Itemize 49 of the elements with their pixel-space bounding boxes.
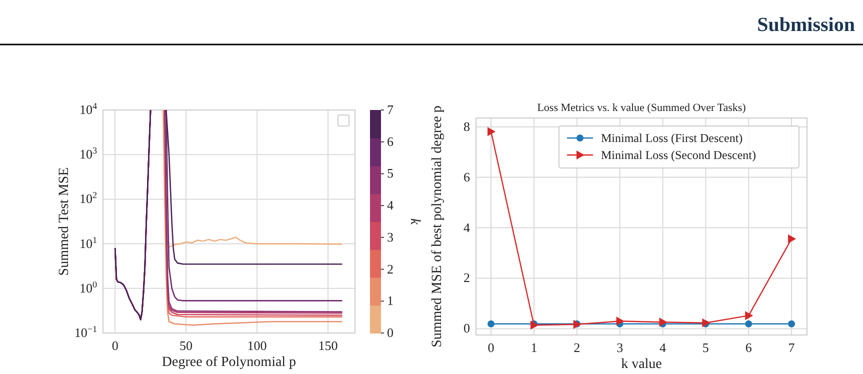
color-bar-label: 0	[387, 325, 394, 340]
point	[488, 127, 496, 136]
point	[788, 234, 796, 244]
x-tick-label: 1	[530, 340, 538, 355]
y-tick-label: 10$^{0}$	[79, 279, 98, 296]
x-axis-title: Degree of Polynomial p	[162, 355, 296, 370]
y-tick-label: 10$^{2}$	[79, 190, 98, 206]
x-tick-label: 0	[488, 340, 494, 355]
x-tick-label: 6	[745, 340, 752, 355]
x-tick-label: 4	[660, 340, 666, 355]
y-tick-label: 10$^{1}$	[79, 234, 97, 251]
y-tick-label: 10$^{3}$	[79, 146, 98, 162]
x-tick-label: 3	[616, 340, 624, 355]
color-bar-label: 2	[387, 261, 394, 276]
y-tick-label: 0	[464, 320, 470, 336]
y-axis-title: Summed MSE of best polynomial degree p	[430, 106, 445, 348]
y-axis-title: Summed Test MSE	[57, 167, 72, 276]
point	[788, 320, 796, 328]
x-axis-title: k value	[621, 357, 662, 372]
x-tick-label: 7	[788, 340, 796, 355]
color-bar-label: 5	[387, 166, 394, 181]
color-bar-label: 3	[387, 229, 394, 244]
text: Submission	[757, 14, 855, 36]
legend-label: Minimal Loss (Second Descent)	[601, 148, 756, 162]
chart-title: Loss Metrics vs. k value (Summed Over Tasks)	[537, 102, 746, 114]
color-bar-label: 6	[387, 134, 394, 149]
color-bar-label: 1	[387, 293, 394, 308]
legend-label: Minimal Loss (First Descent)	[601, 131, 743, 145]
y-tick-label: 8	[464, 118, 470, 134]
y-tick-label: 4	[464, 220, 470, 235]
color-bar-label: 7	[387, 102, 394, 117]
x-tick-label: 50	[180, 338, 193, 353]
point	[659, 318, 668, 327]
y-tick-label: 2	[464, 270, 470, 286]
point	[745, 320, 752, 328]
y-tick-label: 10$^{−1}$	[74, 324, 97, 340]
y-tick-label: 6	[464, 169, 470, 184]
point	[530, 320, 538, 330]
color-bar-label: 4	[387, 198, 394, 213]
color-bar-title: k	[407, 218, 422, 226]
x-tick-label: 150	[318, 338, 338, 353]
x-tick-label: 100	[247, 338, 267, 353]
x-tick-label: 5	[702, 340, 709, 355]
x-tick-label: 0	[112, 338, 118, 353]
y-tick-label: 10$^{4}$	[79, 101, 98, 117]
x-tick-label: 2	[574, 340, 580, 355]
point	[616, 316, 624, 326]
point	[488, 320, 495, 328]
point	[745, 311, 754, 320]
